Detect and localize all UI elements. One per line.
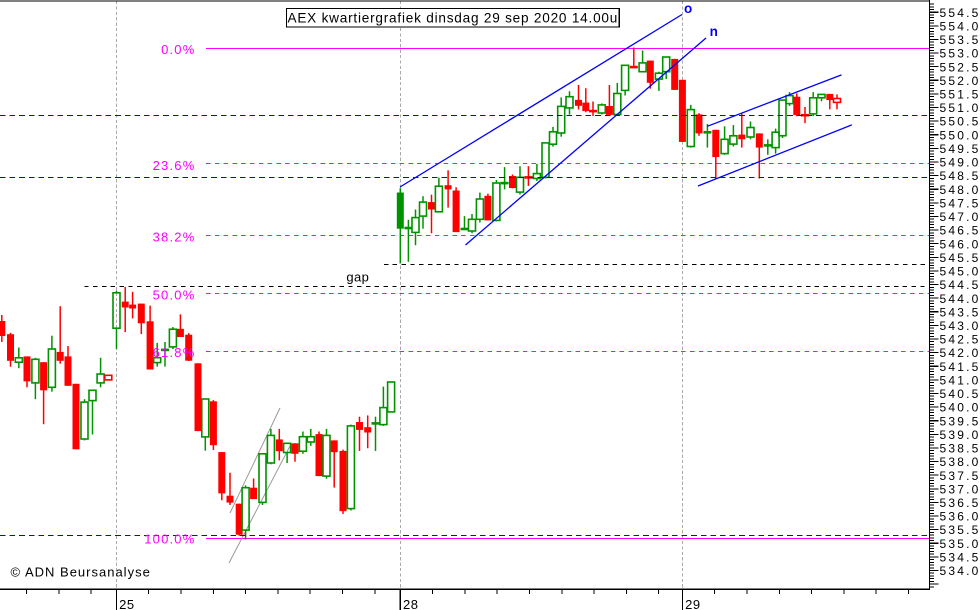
svg-text:541.0: 541.0	[940, 374, 980, 388]
svg-text:539.0: 539.0	[940, 428, 980, 442]
svg-text:540.5: 540.5	[940, 387, 980, 401]
svg-text:547.5: 547.5	[940, 196, 980, 210]
svg-text:100.0%: 100.0%	[144, 532, 195, 547]
svg-text:538.5: 538.5	[940, 442, 980, 456]
svg-text:546.0: 546.0	[940, 237, 980, 251]
svg-text:50.0%: 50.0%	[153, 288, 196, 303]
svg-text:535.0: 535.0	[940, 537, 980, 551]
svg-text:552.5: 552.5	[940, 60, 980, 74]
svg-text:552.0: 552.0	[940, 74, 980, 88]
svg-text:n: n	[710, 24, 718, 39]
svg-text:gap: gap	[346, 270, 369, 285]
svg-text:549.5: 549.5	[940, 142, 980, 156]
svg-text:25: 25	[119, 597, 134, 610]
svg-text:553.0: 553.0	[940, 47, 980, 61]
svg-text:551.5: 551.5	[940, 88, 980, 102]
svg-text:0.0%: 0.0%	[161, 42, 195, 57]
svg-text:547.0: 547.0	[940, 210, 980, 224]
svg-text:537.5: 537.5	[940, 469, 980, 483]
svg-text:551.0: 551.0	[940, 101, 980, 115]
svg-text:546.5: 546.5	[940, 224, 980, 238]
svg-text:554.5: 554.5	[940, 6, 980, 20]
svg-text:542.5: 542.5	[940, 333, 980, 347]
svg-text:554.0: 554.0	[940, 19, 980, 33]
svg-text:536.0: 536.0	[940, 510, 980, 524]
svg-text:542.0: 542.0	[940, 346, 980, 360]
svg-text:548.0: 548.0	[940, 183, 980, 197]
svg-text:541.5: 541.5	[940, 360, 980, 374]
svg-text:553.5: 553.5	[940, 33, 980, 47]
svg-text:545.5: 545.5	[940, 251, 980, 265]
svg-text:537.0: 537.0	[940, 482, 980, 496]
svg-text:550.0: 550.0	[940, 128, 980, 142]
svg-text:23.6%: 23.6%	[153, 158, 196, 173]
svg-text:545.0: 545.0	[940, 265, 980, 279]
svg-text:543.0: 543.0	[940, 319, 980, 333]
svg-text:535.5: 535.5	[940, 523, 980, 537]
svg-text:539.5: 539.5	[940, 414, 980, 428]
svg-text:550.5: 550.5	[940, 115, 980, 129]
svg-text:549.0: 549.0	[940, 156, 980, 170]
svg-text:544.5: 544.5	[940, 278, 980, 292]
svg-text:544.0: 544.0	[940, 292, 980, 306]
svg-text:61.8%: 61.8%	[153, 345, 196, 360]
svg-text:536.5: 536.5	[940, 496, 980, 510]
svg-text:38.2%: 38.2%	[153, 230, 196, 245]
svg-text:© ADN Beursanalyse: © ADN Beursanalyse	[11, 565, 151, 580]
svg-text:534.0: 534.0	[940, 564, 980, 578]
svg-text:534.5: 534.5	[940, 551, 980, 565]
svg-text:29: 29	[685, 597, 700, 610]
svg-text:28: 28	[403, 597, 418, 610]
svg-text:540.0: 540.0	[940, 401, 980, 415]
svg-text:o: o	[684, 1, 692, 16]
svg-text:543.5: 543.5	[940, 305, 980, 319]
svg-text:548.5: 548.5	[940, 169, 980, 183]
svg-text:538.0: 538.0	[940, 455, 980, 469]
svg-text:AEX kwartiergrafiek dinsdag 29: AEX kwartiergrafiek dinsdag 29 sep 2020 …	[287, 10, 618, 25]
